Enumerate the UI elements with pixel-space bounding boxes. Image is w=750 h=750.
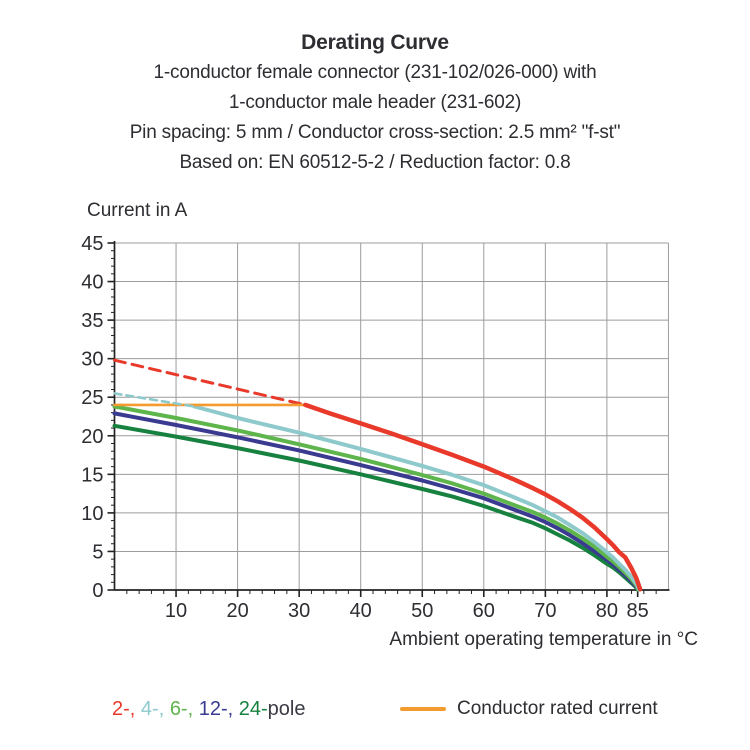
rated-current-label: Conductor rated current xyxy=(457,698,658,719)
curve-6-pole xyxy=(112,404,641,592)
x-tick-label: 85 xyxy=(627,600,649,622)
curve-24-pole xyxy=(112,423,640,592)
chart-subtitle-3: Pin spacing: 5 mm / Conductor cross-sect… xyxy=(129,122,621,143)
chart-subtitle-4: Based on: EN 60512-5-2 / Reduction facto… xyxy=(179,152,571,173)
x-tick-label: 10 xyxy=(165,600,187,622)
y-tick-label: 10 xyxy=(81,503,103,525)
chart-subtitle-1: 1-conductor female connector (231-102/02… xyxy=(153,62,597,83)
x-axis-title: Ambient operating temperature in °C xyxy=(389,629,698,650)
y-tick-label: 15 xyxy=(81,464,103,486)
y-tick-label: 0 xyxy=(92,580,103,602)
legend-pole-part-1: 4-, xyxy=(140,698,170,720)
y-tick-label: 35 xyxy=(81,310,103,332)
y-tick-label: 25 xyxy=(81,387,103,409)
legend-pole-part-0: 2-, xyxy=(112,698,141,720)
legend-pole-part-3: 12-, xyxy=(198,698,239,720)
y-tick-label: 40 xyxy=(81,272,103,294)
x-tick-label: 40 xyxy=(350,600,372,622)
y-tick-label: 20 xyxy=(81,426,103,448)
legend-pole-part-5: pole xyxy=(267,698,306,720)
rated-current-line-swatch xyxy=(400,707,446,711)
y-tick-label: 45 xyxy=(81,233,103,255)
legend-row: 2-, 4-, 6-, 12-, 24-pole Conductor rated… xyxy=(0,698,750,728)
x-tick-label: 70 xyxy=(534,600,556,622)
legend-pole-part-2: 6-, xyxy=(169,698,199,720)
x-tick-label: 50 xyxy=(411,600,433,622)
chart-title-block: Derating Curve 1-conductor female connec… xyxy=(0,28,750,178)
x-tick-label: 60 xyxy=(473,600,495,622)
curve-2-pole-dashed xyxy=(113,358,307,407)
y-axis-title: Current in A xyxy=(87,200,188,221)
chart-subtitle-2: 1-conductor male header (231-602) xyxy=(228,92,522,113)
y-tick-label: 5 xyxy=(92,541,103,563)
legend-pole-part-4: 24- xyxy=(238,698,268,720)
legend-rated-current: Conductor rated current xyxy=(400,698,658,720)
chart-title: Derating Curve xyxy=(301,31,449,54)
curve-4-pole-dashed xyxy=(113,392,196,408)
x-tick-label: 80 xyxy=(596,600,618,622)
curve-2-pole xyxy=(303,402,643,592)
legend-pole-labels: 2-, 4-, 6-, 12-, 24-pole xyxy=(112,698,305,721)
x-tick-label: 20 xyxy=(226,600,248,622)
y-tick-label: 30 xyxy=(81,349,103,371)
curve-4-pole-solid xyxy=(192,404,641,592)
x-tick-label: 30 xyxy=(288,600,310,622)
